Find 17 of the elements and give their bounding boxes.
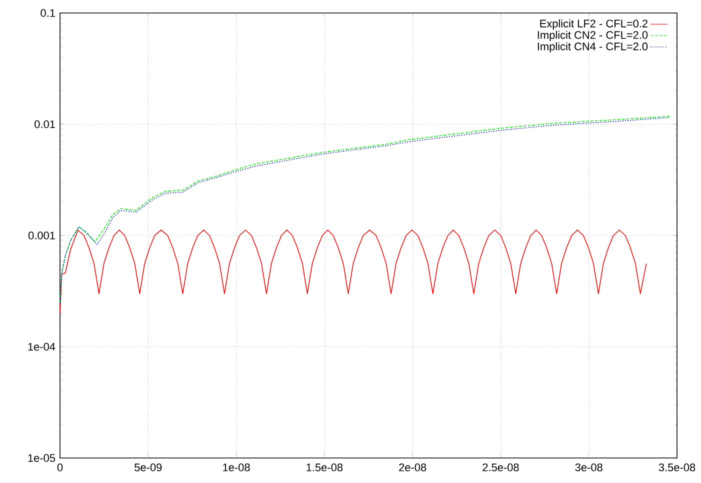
y-tick-label: 0.1 <box>40 9 55 17</box>
y-tick-label: 0.001 <box>28 232 55 240</box>
line-series <box>60 230 647 314</box>
y-tick-label: 1e-04 <box>28 342 56 351</box>
x-tick-label: 3e-08 <box>575 464 602 472</box>
x-tick-label: 5e-09 <box>134 464 162 472</box>
legend-label: Explicit LF2 - CFL=0.2 <box>540 19 648 30</box>
x-tick-label: 0 <box>57 464 63 472</box>
x-tick-label: 1.5e-08 <box>306 464 343 472</box>
legend-label: Implicit CN4 - CFL=2.0 <box>538 42 648 52</box>
y-tick-label: 0.01 <box>34 120 55 128</box>
y-tick-label: 1e-05 <box>28 454 56 462</box>
x-tick-label: 3.5e-08 <box>658 464 696 472</box>
x-tick-label: 2e-08 <box>399 464 426 472</box>
x-tick-label: 2.5e-08 <box>482 464 519 472</box>
x-tick-label: 1e-08 <box>223 464 250 472</box>
legend-label: Implicit CN2 - CFL=2.0 <box>538 30 648 42</box>
